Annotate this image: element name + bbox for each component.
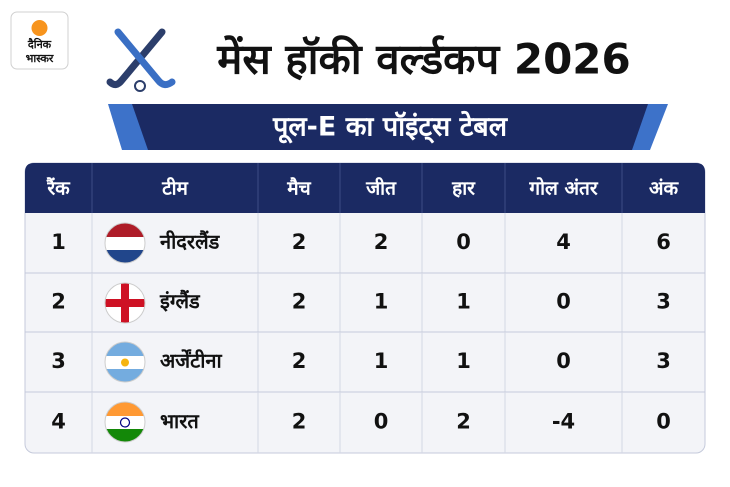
logo-box <box>10 11 69 70</box>
column-header: जीत <box>365 177 397 200</box>
flag-argentina <box>105 342 145 382</box>
cell: -4 <box>552 410 575 434</box>
cell: 2 <box>292 410 307 434</box>
team-name: भारत <box>160 409 200 433</box>
ball <box>134 80 146 92</box>
cell: 1 <box>456 349 471 373</box>
hockey-icon <box>106 28 176 92</box>
flag-rings <box>104 222 146 443</box>
cell: 3 <box>51 349 66 373</box>
stick <box>106 28 166 89</box>
cell: 2 <box>51 290 66 314</box>
cell: 1 <box>456 290 471 314</box>
column-header: टीम <box>161 177 188 200</box>
cell: 1 <box>374 290 389 314</box>
cell: 2 <box>292 290 307 314</box>
column-header: रैंक <box>46 177 71 200</box>
cell: 4 <box>556 230 571 254</box>
column-header: मैच <box>286 177 311 200</box>
stick <box>114 28 176 89</box>
table: रैंक टीम मैच जीत हार गोल अंतर अंक 1 नीदरलैंड 2 2 0 4… <box>25 163 705 453</box>
logo-line: भास्कर <box>26 52 54 65</box>
team-name: अर्जेंटीना <box>160 349 222 373</box>
flag-england <box>105 283 145 323</box>
logo-sun <box>31 20 48 36</box>
banner-body <box>132 104 648 150</box>
title: मेंस हॉकी वर्ल्डकप 2026 <box>216 35 631 84</box>
column-header: अंक <box>649 178 680 200</box>
cell: 2 <box>292 349 307 373</box>
cell: 0 <box>456 230 471 254</box>
cell: 3 <box>656 290 671 314</box>
cell: 4 <box>51 410 66 434</box>
cell: 0 <box>656 410 671 434</box>
cell: 6 <box>656 230 671 254</box>
subtitle: पूल-E का पॉइंट्स टेबल <box>272 111 509 145</box>
column-header: गोल अंतर <box>528 177 598 200</box>
flag-netherlands <box>105 223 145 263</box>
cell: 0 <box>556 290 571 314</box>
cell: 3 <box>656 349 671 373</box>
table-header-bg <box>25 163 705 213</box>
cell: 2 <box>374 230 389 254</box>
cell: 1 <box>51 230 66 254</box>
cell: 2 <box>456 410 471 434</box>
cell: 2 <box>292 230 307 254</box>
team-name: नीदरलैंड <box>159 230 221 254</box>
logo-line: दैनिक <box>27 37 52 51</box>
logo: दैनिक भास्कर <box>10 11 69 70</box>
cell: 0 <box>374 410 389 434</box>
cell: 1 <box>374 349 389 373</box>
flag-india <box>105 402 145 442</box>
column-header: हार <box>451 178 476 200</box>
banner: पूल-E का पॉइंट्स टेबल <box>108 104 668 150</box>
team-name: इंग्लैंड <box>159 289 201 313</box>
cell: 0 <box>556 349 571 373</box>
